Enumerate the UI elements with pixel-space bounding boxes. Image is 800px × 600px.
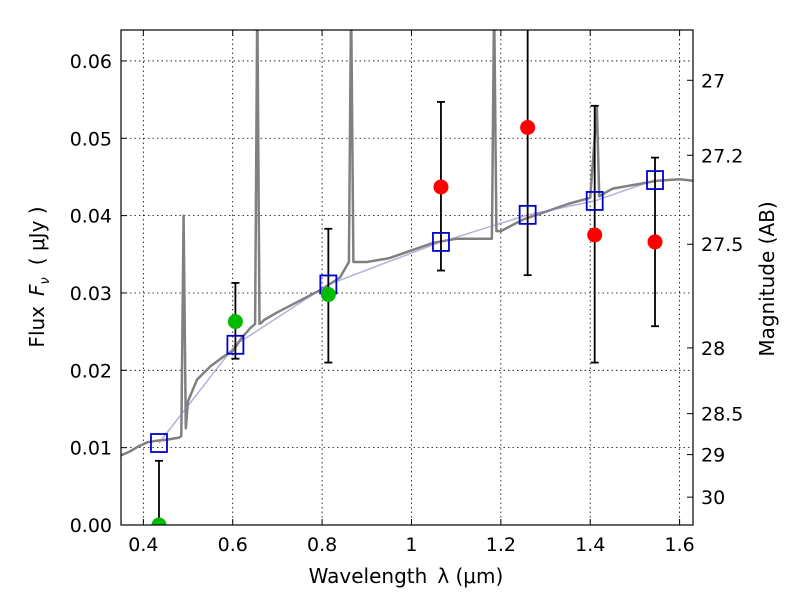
grid	[121, 30, 693, 526]
x-tick-label: 1.2	[486, 534, 516, 556]
model-square-point	[150, 433, 168, 453]
model-square-point	[432, 232, 450, 252]
model-square-point	[585, 191, 604, 211]
y2-axis-label: Magnitude (AB)	[755, 201, 779, 356]
observed-point	[587, 227, 603, 243]
spectrum-line	[121, 30, 693, 457]
y2-tick-label: 28.5	[701, 404, 743, 426]
x-tick-label: 0.8	[307, 534, 337, 556]
observed-point	[520, 119, 536, 135]
y-tick-label: 0.02	[70, 360, 112, 382]
plot-frame	[120, 29, 694, 526]
x-tick-label: 1.6	[664, 534, 694, 556]
y2-tick-label: 27.5	[701, 234, 743, 256]
y-tick-label: 0.01	[70, 438, 112, 460]
x-tick-label: 0.4	[128, 534, 158, 556]
x-tick-label: 1.4	[575, 534, 605, 556]
y-axis-label: FluxFν( μJy )	[25, 206, 53, 347]
y-tick-label: 0.06	[70, 51, 112, 73]
observed-point	[151, 517, 167, 525]
x-tick-label: 1	[405, 534, 417, 556]
y-tick-label: 0.00	[70, 515, 112, 537]
y2-tick-label: 29	[701, 445, 725, 467]
x-axis-label: Wavelength λ (μm)	[309, 564, 504, 588]
y-tick-label: 0.05	[70, 128, 112, 150]
x-tick-label: 0.6	[218, 534, 248, 556]
observed-point	[647, 234, 663, 250]
observed-point	[227, 314, 243, 330]
y2-tick-label: 27	[701, 70, 725, 92]
data-layer	[121, 30, 693, 525]
model-square-point	[646, 170, 664, 190]
observed-point	[433, 179, 449, 195]
model-photometry-line	[158, 179, 656, 444]
y2-tick-label: 30	[701, 487, 725, 509]
y-tick-label: 0.04	[70, 206, 112, 228]
model-square-point	[518, 204, 537, 225]
y2-tick-label: 28	[701, 338, 725, 360]
axes: 0.4 0.6 0.8 1 1.2 1.4 1.6 0.00 0.01 0.02 0.03 0.04 0…	[70, 29, 743, 556]
y2-tick-label: 27.2	[701, 145, 743, 167]
observed-point	[320, 287, 336, 303]
model-square-point	[226, 334, 245, 355]
y-tick-label: 0.03	[70, 283, 112, 305]
